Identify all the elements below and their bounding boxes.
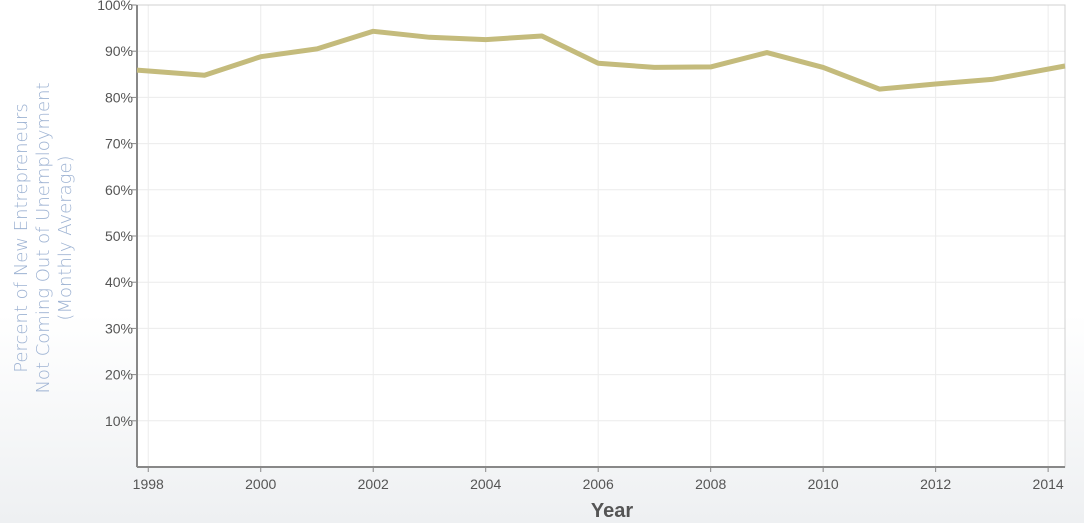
x-tick-label: 1998 [133, 476, 164, 492]
x-tick-label: 2000 [245, 476, 276, 492]
x-tick-label: 2008 [695, 476, 726, 492]
y-tick-label: 70% [105, 136, 133, 152]
y-axis-label: Percent of New Entrepreneurs Not Coming … [11, 82, 76, 393]
y-axis-ticks: 10% 20% 30% 40% 50% 60% 70% 80% 90% 100% [97, 0, 137, 429]
series-line [136, 28, 1066, 92]
y-tick-label: 40% [105, 274, 133, 290]
x-tick-label: 2002 [358, 476, 389, 492]
y-tick-label: 30% [105, 320, 133, 336]
x-tick-label: 2012 [920, 476, 951, 492]
x-axis-label: Year [591, 500, 633, 522]
y-axis-label-line-1: Percent of New Entrepreneurs [11, 103, 32, 373]
x-tick-label: 2004 [470, 476, 501, 492]
x-tick-label: 2014 [1033, 476, 1064, 492]
y-tick-label: 10% [105, 413, 133, 429]
y-axis-label-line-3: (Monthly Average) [55, 155, 76, 320]
y-tick-label: 20% [105, 367, 133, 383]
y-axis-label-line-2: Not Coming Out of Unemployment [33, 82, 54, 393]
x-tick-label: 2010 [808, 476, 839, 492]
y-tick-label: 50% [105, 228, 133, 244]
series-group [136, 28, 1066, 92]
x-tick-label: 2006 [583, 476, 614, 492]
y-tick-label: 90% [105, 43, 133, 59]
y-tick-label: 100% [97, 0, 133, 13]
x-axis-ticks: 1998 2000 2002 2004 2006 2008 2010 2012 2014 [133, 467, 1064, 492]
y-tick-label: 80% [105, 89, 133, 105]
y-tick-label: 60% [105, 182, 133, 198]
